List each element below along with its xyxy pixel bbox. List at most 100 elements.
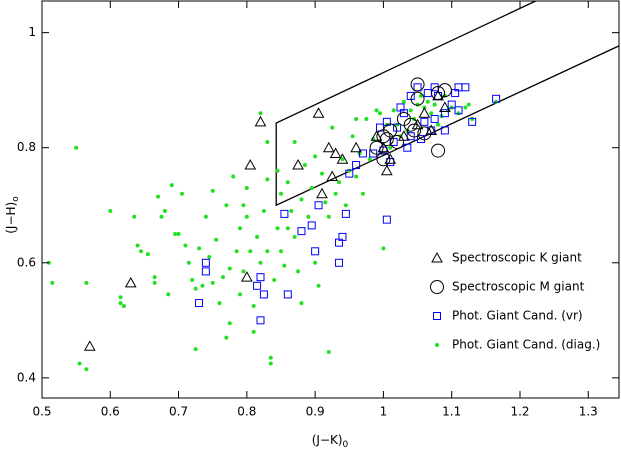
dot-marker bbox=[265, 249, 270, 254]
triangle-marker bbox=[398, 130, 410, 141]
triangle-marker bbox=[380, 164, 393, 176]
x-axis-label: (J−K)0 bbox=[312, 433, 349, 450]
dot-marker bbox=[217, 301, 222, 306]
dot-marker bbox=[296, 269, 301, 274]
dot-marker bbox=[350, 134, 355, 139]
legend-label: Spectroscopic K giant bbox=[452, 251, 582, 265]
dot-marker bbox=[388, 145, 393, 150]
square-marker bbox=[440, 126, 449, 135]
y-tick-label: 0.4 bbox=[17, 370, 36, 384]
dot-marker bbox=[227, 266, 232, 271]
circle-marker bbox=[407, 123, 422, 138]
triangle-marker bbox=[411, 118, 424, 130]
triangle-marker bbox=[425, 124, 438, 135]
square-marker bbox=[201, 258, 210, 267]
dot-marker bbox=[374, 108, 379, 113]
dot-marker bbox=[145, 252, 150, 257]
square-marker bbox=[420, 117, 429, 126]
dot-marker bbox=[347, 168, 352, 173]
dot-marker bbox=[139, 249, 144, 254]
dot-marker bbox=[84, 367, 89, 372]
dot-marker bbox=[166, 292, 171, 297]
square-marker bbox=[314, 201, 323, 210]
circle-marker bbox=[437, 83, 452, 98]
dot-marker bbox=[193, 286, 198, 291]
triangle-marker bbox=[432, 89, 444, 101]
dot-marker bbox=[186, 260, 191, 265]
dot-marker bbox=[494, 99, 499, 104]
dot-marker bbox=[326, 214, 331, 219]
dot-marker bbox=[118, 301, 123, 306]
dot-marker bbox=[244, 185, 249, 190]
dot-marker bbox=[173, 232, 178, 237]
y-tick-label: 1 bbox=[28, 25, 36, 39]
triangle-marker bbox=[377, 141, 390, 153]
square-marker bbox=[413, 83, 422, 92]
dot-marker bbox=[234, 249, 239, 254]
dot-marker bbox=[135, 243, 140, 248]
dot-marker bbox=[378, 111, 383, 116]
dot-marker bbox=[364, 116, 369, 121]
legend-label: Phot. Giant Cand. (vr) bbox=[452, 309, 583, 323]
dot-marker bbox=[275, 168, 280, 173]
dot-marker bbox=[156, 194, 161, 199]
x-tick-label: 0.5 bbox=[32, 405, 51, 419]
dot-marker bbox=[282, 263, 287, 268]
x-tick-label: 1.2 bbox=[510, 405, 529, 419]
triangle-marker bbox=[326, 170, 339, 181]
x-label-main: (J−K) bbox=[312, 433, 343, 447]
dot-marker bbox=[272, 278, 277, 283]
x-tick-label: 1 bbox=[380, 405, 388, 419]
dot-marker bbox=[203, 214, 208, 219]
dot-marker bbox=[207, 255, 212, 260]
square-marker bbox=[335, 258, 344, 267]
square-marker bbox=[338, 232, 347, 241]
dot-marker bbox=[210, 188, 215, 193]
dot-marker bbox=[77, 361, 82, 366]
dot-marker bbox=[169, 183, 174, 188]
dot-marker bbox=[313, 260, 318, 265]
dot-marker bbox=[152, 275, 157, 280]
dot-marker bbox=[401, 99, 406, 104]
dot-marker bbox=[183, 243, 188, 248]
dot-marker bbox=[241, 203, 246, 208]
dot-marker bbox=[470, 116, 475, 121]
dot-marker bbox=[238, 292, 243, 297]
square-marker bbox=[423, 89, 432, 98]
x-tick-label: 0.8 bbox=[237, 405, 256, 419]
y-tick-label: 0.6 bbox=[17, 255, 36, 269]
circle-marker bbox=[390, 134, 405, 149]
dot-marker bbox=[408, 108, 413, 113]
dot-marker bbox=[159, 214, 164, 219]
square-marker bbox=[440, 109, 449, 118]
plot-frame bbox=[41, 0, 620, 399]
triangle-marker bbox=[322, 141, 335, 153]
dot-marker bbox=[214, 237, 219, 242]
triangle-marker bbox=[83, 340, 96, 351]
dot-marker bbox=[224, 203, 229, 208]
dot-marker bbox=[224, 335, 229, 340]
dot-marker bbox=[238, 226, 243, 231]
dot-marker bbox=[326, 349, 331, 354]
x-tick-label: 0.7 bbox=[169, 405, 188, 419]
dot-marker bbox=[176, 232, 181, 237]
dot-marker bbox=[425, 99, 430, 104]
dot-marker bbox=[84, 280, 89, 285]
square-marker bbox=[280, 209, 289, 218]
dot-marker bbox=[227, 321, 232, 326]
selection-box bbox=[275, 0, 620, 207]
dot-marker bbox=[251, 329, 256, 334]
dot-marker bbox=[429, 111, 434, 116]
square-marker bbox=[369, 149, 378, 158]
dot-marker bbox=[432, 102, 437, 107]
dot-marker bbox=[319, 171, 324, 176]
dot-marker bbox=[306, 214, 311, 219]
dot-marker bbox=[200, 283, 205, 288]
triangle-marker bbox=[292, 158, 304, 170]
circle-marker bbox=[410, 91, 425, 106]
legend-label: Phot. Giant Cand. (diag.) bbox=[452, 338, 600, 352]
dot-marker bbox=[292, 139, 297, 144]
dot-marker bbox=[330, 125, 335, 130]
dot-marker bbox=[162, 209, 167, 214]
square-marker bbox=[447, 100, 456, 109]
